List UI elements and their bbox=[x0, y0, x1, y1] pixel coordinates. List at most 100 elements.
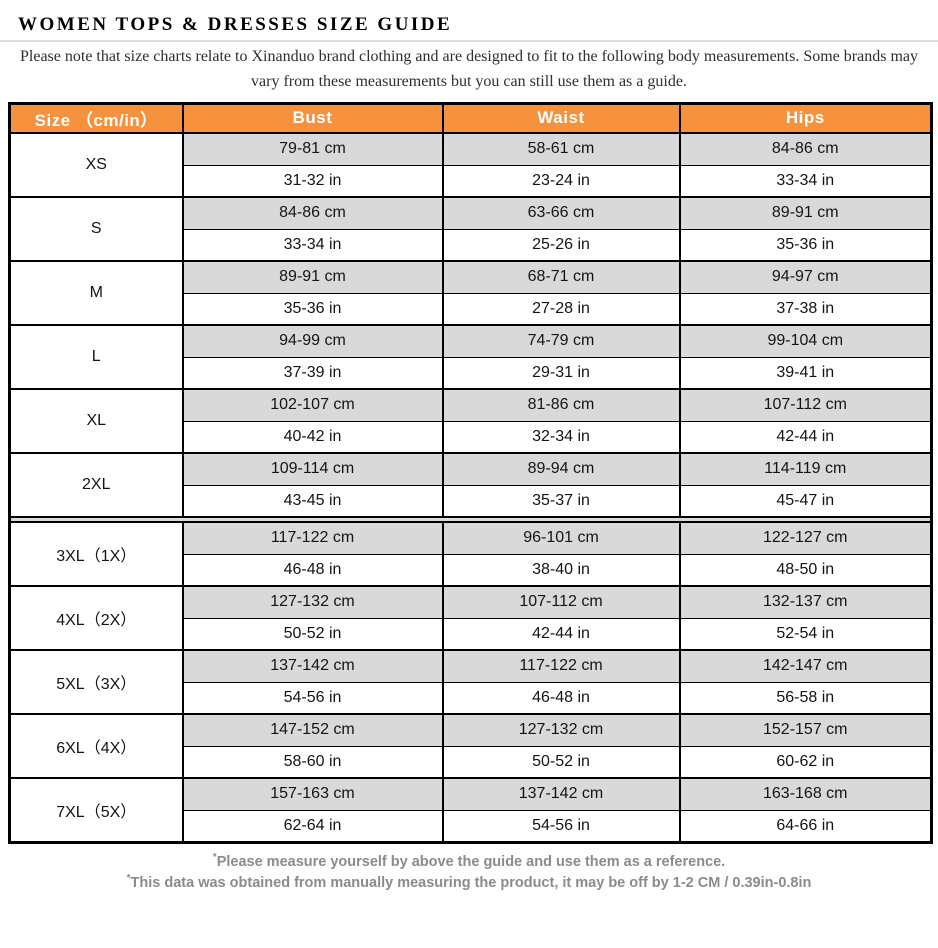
header-cell-waist: Waist bbox=[441, 102, 681, 135]
measurement-cell-in: 40-42 in bbox=[181, 421, 444, 454]
size-label-cell: XL bbox=[8, 388, 184, 454]
measurement-cell-in: 31-32 in bbox=[181, 165, 444, 198]
measurement-cell-cm: 122-127 cm bbox=[678, 521, 933, 555]
measurement-cell-cm: 58-61 cm bbox=[441, 132, 681, 166]
measurement-cell-in: 58-60 in bbox=[181, 746, 444, 779]
size-label-cell: S bbox=[8, 196, 184, 262]
measurement-cell-in: 50-52 in bbox=[441, 746, 681, 779]
header-cell-size: Size （cm/in） bbox=[8, 102, 184, 135]
size-table-body: XS 79-81 cm 58-61 cm 84-86 cm 31-32 in 23-24 … bbox=[8, 132, 933, 843]
footer-note-1-text: Please measure yourself by above the gui… bbox=[216, 853, 726, 870]
measurement-cell-in: 37-39 in bbox=[181, 357, 444, 390]
measurement-cell-in: 45-47 in bbox=[678, 485, 933, 518]
measurement-cell-cm: 94-99 cm bbox=[181, 324, 444, 358]
measurement-cell-cm: 152-157 cm bbox=[678, 713, 933, 747]
size-label-cell: 7XL（5X） bbox=[8, 777, 184, 843]
measurement-cell-in: 38-40 in bbox=[441, 554, 681, 587]
size-label-cell: 2XL bbox=[8, 452, 184, 518]
table-row: XL 102-107 cm 81-86 cm 107-112 cm bbox=[8, 388, 933, 454]
measurement-cell-cm: 84-86 cm bbox=[678, 132, 933, 166]
table-row: 46-48 in 38-40 in 48-50 in bbox=[10, 554, 933, 587]
measurement-cell-in: 37-38 in bbox=[678, 293, 933, 326]
footnote-asterisk: * bbox=[126, 873, 131, 885]
page-title: WOMEN TOPS & DRESSES SIZE GUIDE bbox=[18, 14, 453, 35]
measurement-cell-cm: 102-107 cm bbox=[181, 388, 444, 422]
table-row: 43-45 in 35-37 in 45-47 in bbox=[10, 485, 933, 518]
measurement-cell-cm: 117-122 cm bbox=[441, 649, 681, 683]
measurement-cell-cm: 81-86 cm bbox=[441, 388, 681, 422]
measurement-cell-cm: 63-66 cm bbox=[441, 196, 681, 230]
size-label-cell: 4XL（2X） bbox=[8, 585, 184, 651]
measurement-cell-in: 56-58 in bbox=[678, 682, 933, 715]
table-row: L 94-99 cm 74-79 cm 99-104 cm bbox=[8, 324, 933, 390]
size-label-cell: 5XL（3X） bbox=[8, 649, 184, 715]
measurement-cell-cm: 107-112 cm bbox=[441, 585, 681, 619]
measurement-cell-in: 60-62 in bbox=[678, 746, 933, 779]
intro-text: Please note that size charts relate to X… bbox=[20, 48, 918, 90]
measurement-cell-cm: 132-137 cm bbox=[678, 585, 933, 619]
measurement-cell-cm: 89-91 cm bbox=[678, 196, 933, 230]
size-table-header: Size （cm/in） Bust Waist Hips bbox=[8, 102, 933, 135]
footer-notes: *Please measure yourself by above the gu… bbox=[0, 851, 938, 895]
table-row: 62-64 in 54-56 in 64-66 in bbox=[10, 810, 933, 843]
table-row: 6XL（4X） 147-152 cm 127-132 cm 152-157 cm bbox=[8, 713, 933, 779]
size-label-cell: 3XL（1X） bbox=[8, 521, 184, 587]
measurement-cell-in: 43-45 in bbox=[181, 485, 444, 518]
measurement-cell-in: 42-44 in bbox=[441, 618, 681, 651]
footnote-asterisk: * bbox=[212, 851, 217, 863]
measurement-cell-in: 23-24 in bbox=[441, 165, 681, 198]
plus-size-divider-band bbox=[8, 516, 933, 524]
measurement-cell-cm: 96-101 cm bbox=[441, 521, 681, 555]
table-row: 33-34 in 25-26 in 35-36 in bbox=[10, 229, 933, 262]
size-guide-table: Size （cm/in） Bust Waist Hips XS 79-81 cm 5… bbox=[8, 101, 933, 844]
measurement-cell-cm: 127-132 cm bbox=[181, 585, 444, 619]
measurement-cell-in: 48-50 in bbox=[678, 554, 933, 587]
table-row: 5XL（3X） 137-142 cm 117-122 cm 142-147 cm bbox=[8, 649, 933, 715]
table-row: 58-60 in 50-52 in 60-62 in bbox=[10, 746, 933, 779]
measurement-cell-in: 42-44 in bbox=[678, 421, 933, 454]
measurement-cell-cm: 127-132 cm bbox=[441, 713, 681, 747]
measurement-cell-cm: 107-112 cm bbox=[678, 388, 933, 422]
size-label-cell: 6XL（4X） bbox=[8, 713, 184, 779]
size-label-cell: L bbox=[8, 324, 184, 390]
table-row: 7XL（5X） 157-163 cm 137-142 cm 163-168 cm bbox=[8, 777, 933, 843]
measurement-cell-in: 35-37 in bbox=[441, 485, 681, 518]
measurement-cell-cm: 137-142 cm bbox=[441, 777, 681, 811]
measurement-cell-cm: 99-104 cm bbox=[678, 324, 933, 358]
measurement-cell-cm: 147-152 cm bbox=[181, 713, 444, 747]
measurement-cell-cm: 117-122 cm bbox=[181, 521, 444, 555]
measurement-cell-in: 32-34 in bbox=[441, 421, 681, 454]
measurement-cell-in: 27-28 in bbox=[441, 293, 681, 326]
measurement-cell-in: 46-48 in bbox=[441, 682, 681, 715]
size-label-cell: XS bbox=[8, 132, 184, 198]
measurement-cell-in: 29-31 in bbox=[441, 357, 681, 390]
measurement-cell-in: 35-36 in bbox=[181, 293, 444, 326]
measurement-cell-in: 46-48 in bbox=[181, 554, 444, 587]
measurement-cell-cm: 114-119 cm bbox=[678, 452, 933, 486]
table-row: XS 79-81 cm 58-61 cm 84-86 cm bbox=[8, 132, 933, 198]
measurement-cell-cm: 94-97 cm bbox=[678, 260, 933, 294]
measurement-cell-in: 64-66 in bbox=[678, 810, 933, 843]
measurement-cell-cm: 163-168 cm bbox=[678, 777, 933, 811]
measurement-cell-in: 25-26 in bbox=[441, 229, 681, 262]
footer-note-2: *This data was obtained from manually me… bbox=[0, 872, 938, 894]
footer-note-2-text: This data was obtained from manually mea… bbox=[130, 875, 812, 892]
measurement-cell-in: 62-64 in bbox=[181, 810, 444, 843]
table-row: S 84-86 cm 63-66 cm 89-91 cm bbox=[8, 196, 933, 262]
table-row: 4XL（2X） 127-132 cm 107-112 cm 132-137 cm bbox=[8, 585, 933, 651]
measurement-cell-in: 35-36 in bbox=[678, 229, 933, 262]
measurement-cell-in: 50-52 in bbox=[181, 618, 444, 651]
table-row: 50-52 in 42-44 in 52-54 in bbox=[10, 618, 933, 651]
table-row: 37-39 in 29-31 in 39-41 in bbox=[10, 357, 933, 390]
measurement-cell-cm: 68-71 cm bbox=[441, 260, 681, 294]
table-row: M 89-91 cm 68-71 cm 94-97 cm bbox=[8, 260, 933, 326]
footer-note-1: *Please measure yourself by above the gu… bbox=[0, 851, 938, 873]
header-cell-hips: Hips bbox=[678, 102, 933, 135]
plus-size-divider bbox=[8, 516, 933, 524]
measurement-cell-cm: 79-81 cm bbox=[181, 132, 444, 166]
title-divider bbox=[0, 40, 938, 42]
measurement-cell-cm: 89-94 cm bbox=[441, 452, 681, 486]
measurement-cell-in: 33-34 in bbox=[181, 229, 444, 262]
measurement-cell-cm: 142-147 cm bbox=[678, 649, 933, 683]
size-label-cell: M bbox=[8, 260, 184, 326]
